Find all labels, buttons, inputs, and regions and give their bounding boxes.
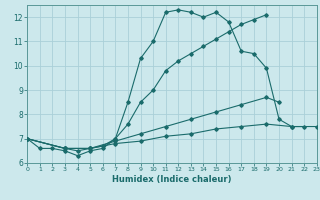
X-axis label: Humidex (Indice chaleur): Humidex (Indice chaleur) [112, 175, 232, 184]
